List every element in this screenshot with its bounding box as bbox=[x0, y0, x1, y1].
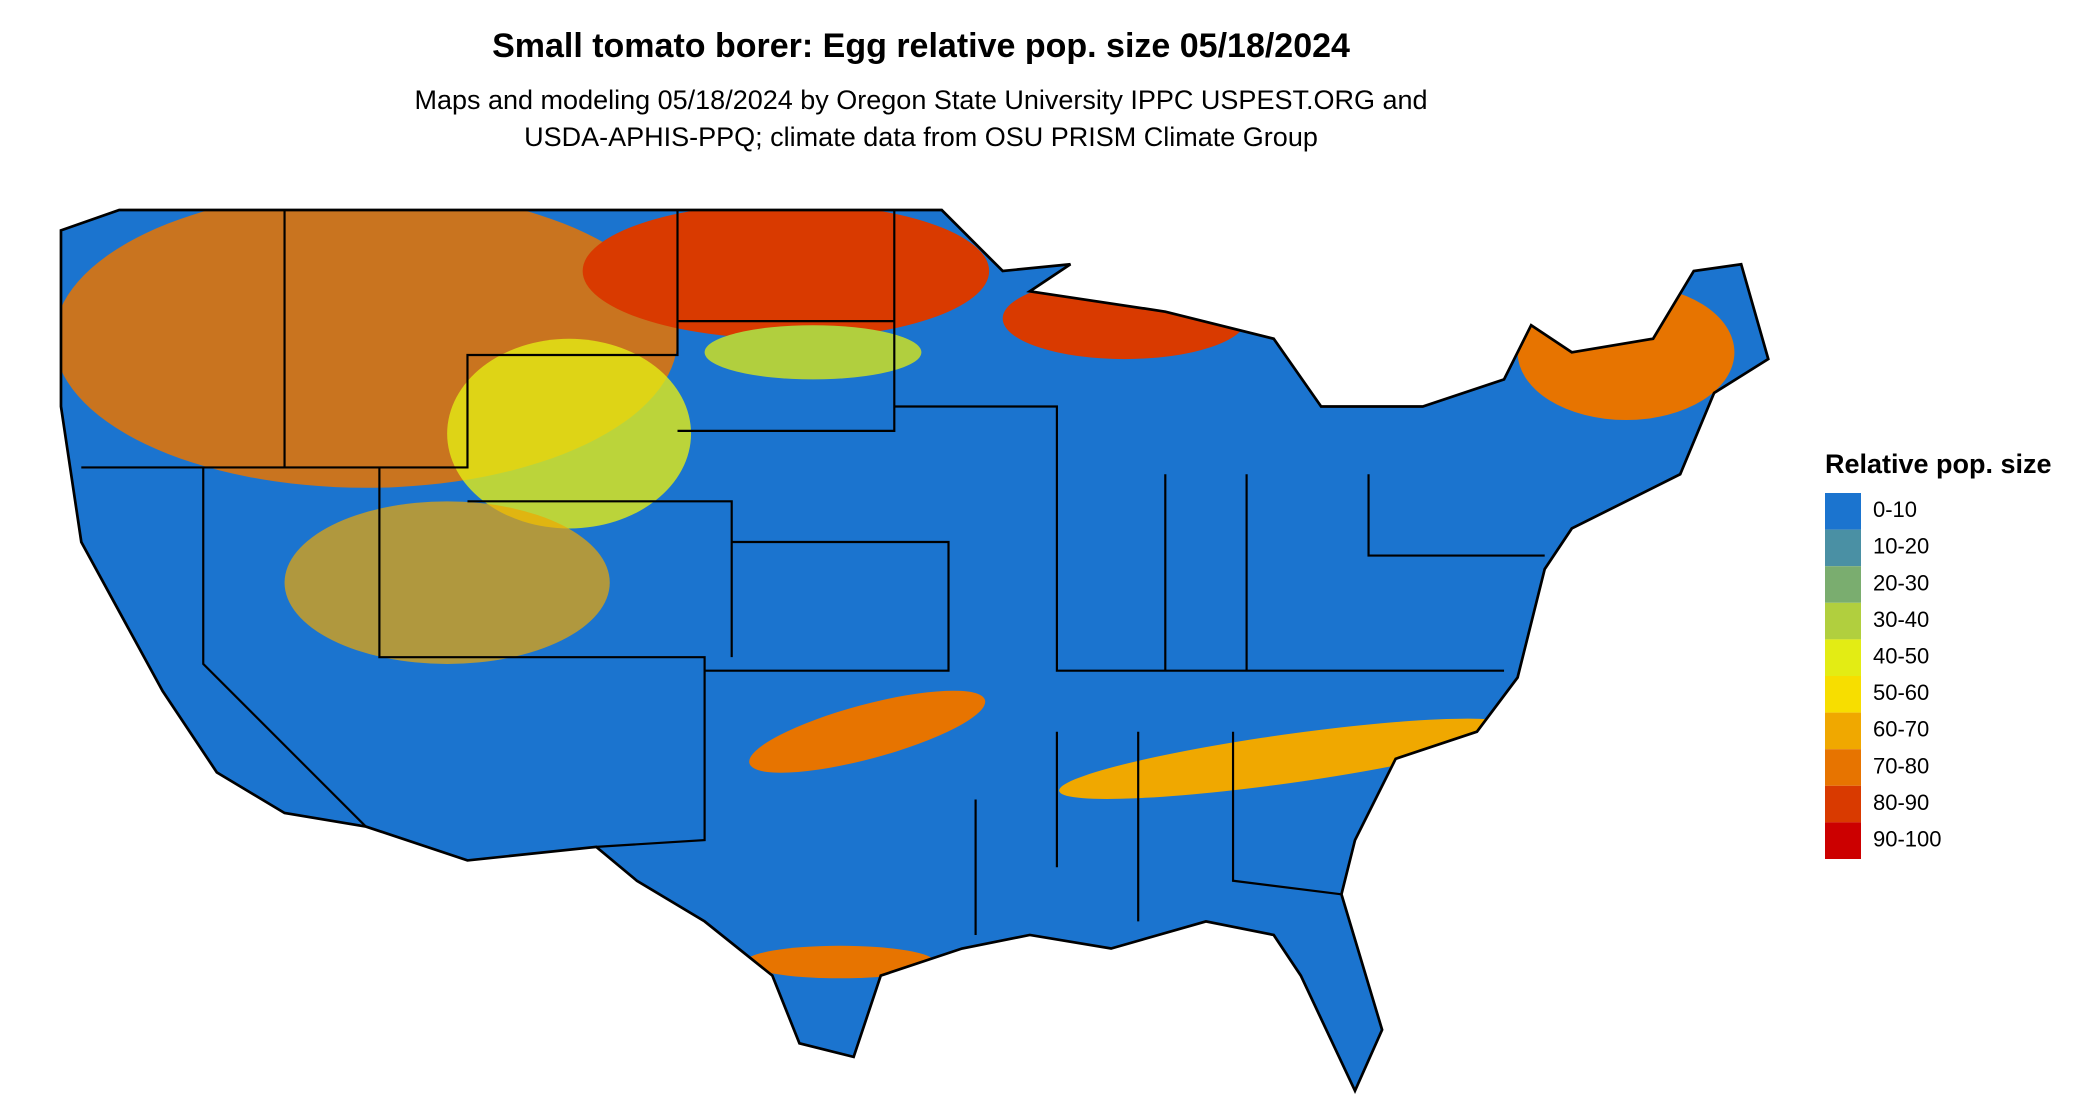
state-lines bbox=[81, 210, 1545, 935]
subtitle-line: USDA-APHIS-PPQ; climate data from OSU PR… bbox=[524, 122, 1318, 152]
legend-swatch bbox=[1825, 529, 1861, 567]
legend-swatch bbox=[1825, 712, 1861, 750]
legend-swatch bbox=[1825, 602, 1861, 640]
subtitle-line: Maps and modeling 05/18/2024 by Oregon S… bbox=[414, 85, 1427, 115]
legend-label: 30-40 bbox=[1873, 607, 1929, 632]
legend-swatch bbox=[1825, 639, 1861, 676]
legend-label: 0-10 bbox=[1873, 497, 1917, 522]
legend-title: Relative pop. size bbox=[1825, 449, 2052, 479]
legend-label: 20-30 bbox=[1873, 570, 1929, 595]
us-map bbox=[59, 208, 1770, 1095]
legend-label: 60-70 bbox=[1873, 717, 1929, 742]
legend-swatch bbox=[1825, 493, 1861, 530]
legend: 0-10 10-20 20-30 30-40 40-50 50-60 60-70 70-80 8… bbox=[1825, 493, 1942, 859]
legend-swatch bbox=[1825, 785, 1861, 823]
legend-label: 70-80 bbox=[1873, 753, 1929, 778]
legend-label: 40-50 bbox=[1873, 644, 1929, 669]
legend-label: 50-60 bbox=[1873, 680, 1929, 705]
map-title: Small tomato borer: Egg relative pop. si… bbox=[492, 27, 1350, 65]
legend-label: 80-90 bbox=[1873, 790, 1929, 815]
legend-swatch bbox=[1825, 749, 1861, 786]
legend-swatch bbox=[1825, 676, 1861, 713]
legend-label: 90-100 bbox=[1873, 827, 1942, 852]
legend-swatch bbox=[1825, 822, 1861, 859]
legend-swatch bbox=[1825, 566, 1861, 603]
legend-label: 10-20 bbox=[1873, 534, 1929, 559]
